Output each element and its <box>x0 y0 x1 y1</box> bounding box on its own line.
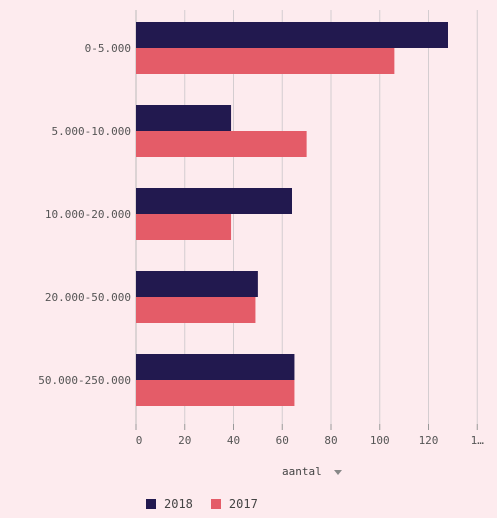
x-axis-label: aantal <box>282 465 322 478</box>
legend-swatch-2017 <box>210 499 221 509</box>
category-labels: 0-5.000 5.000-10.000 10.000-20.000 20.000-5… <box>38 42 131 387</box>
x-tick-labels: 0 20 40 60 80 100 120 1… <box>136 434 485 447</box>
x-tick-label: 20 <box>178 434 191 447</box>
x-tick-label: 0 <box>136 434 143 447</box>
x-axis-label-dropdown[interactable]: aantal <box>282 465 343 478</box>
gridlines <box>135 10 478 430</box>
caret-down-icon <box>334 469 343 475</box>
x-tick-label: 40 <box>227 434 240 447</box>
bar-2017-1[interactable] <box>136 131 307 157</box>
bar-2017-3[interactable] <box>136 297 256 323</box>
x-tick-label: 80 <box>324 434 337 447</box>
legend-swatch-2018 <box>146 499 156 509</box>
legend-label-2018: 2018 <box>164 497 193 511</box>
bar-2018-0[interactable] <box>136 22 448 48</box>
bar-2017-0[interactable] <box>136 48 395 74</box>
bar-2018-3[interactable] <box>136 271 258 297</box>
category-label: 0-5.000 <box>85 42 131 55</box>
bars <box>136 22 448 406</box>
category-label: 5.000-10.000 <box>52 125 131 138</box>
legend-item-2018[interactable]: 2018 <box>146 497 193 511</box>
category-label: 10.000-20.000 <box>45 208 131 221</box>
legend-label-2017: 2017 <box>228 497 258 511</box>
legend-item-2017[interactable]: 2017 <box>210 497 258 511</box>
bar-2017-4[interactable] <box>136 380 295 406</box>
category-label: 20.000-50.000 <box>45 291 131 304</box>
category-label: 50.000-250.000 <box>38 374 131 387</box>
bar-2018-1[interactable] <box>136 105 232 131</box>
bar-2017-2[interactable] <box>136 214 232 240</box>
x-tick-label: 60 <box>276 434 289 447</box>
bar-2018-4[interactable] <box>136 354 295 380</box>
x-tick-label: 120 <box>419 434 439 447</box>
legend: 2018 2017 <box>146 497 258 511</box>
x-tick-label: 1… <box>471 434 485 447</box>
bar-2018-2[interactable] <box>136 188 292 214</box>
x-tick-label: 100 <box>370 434 390 447</box>
